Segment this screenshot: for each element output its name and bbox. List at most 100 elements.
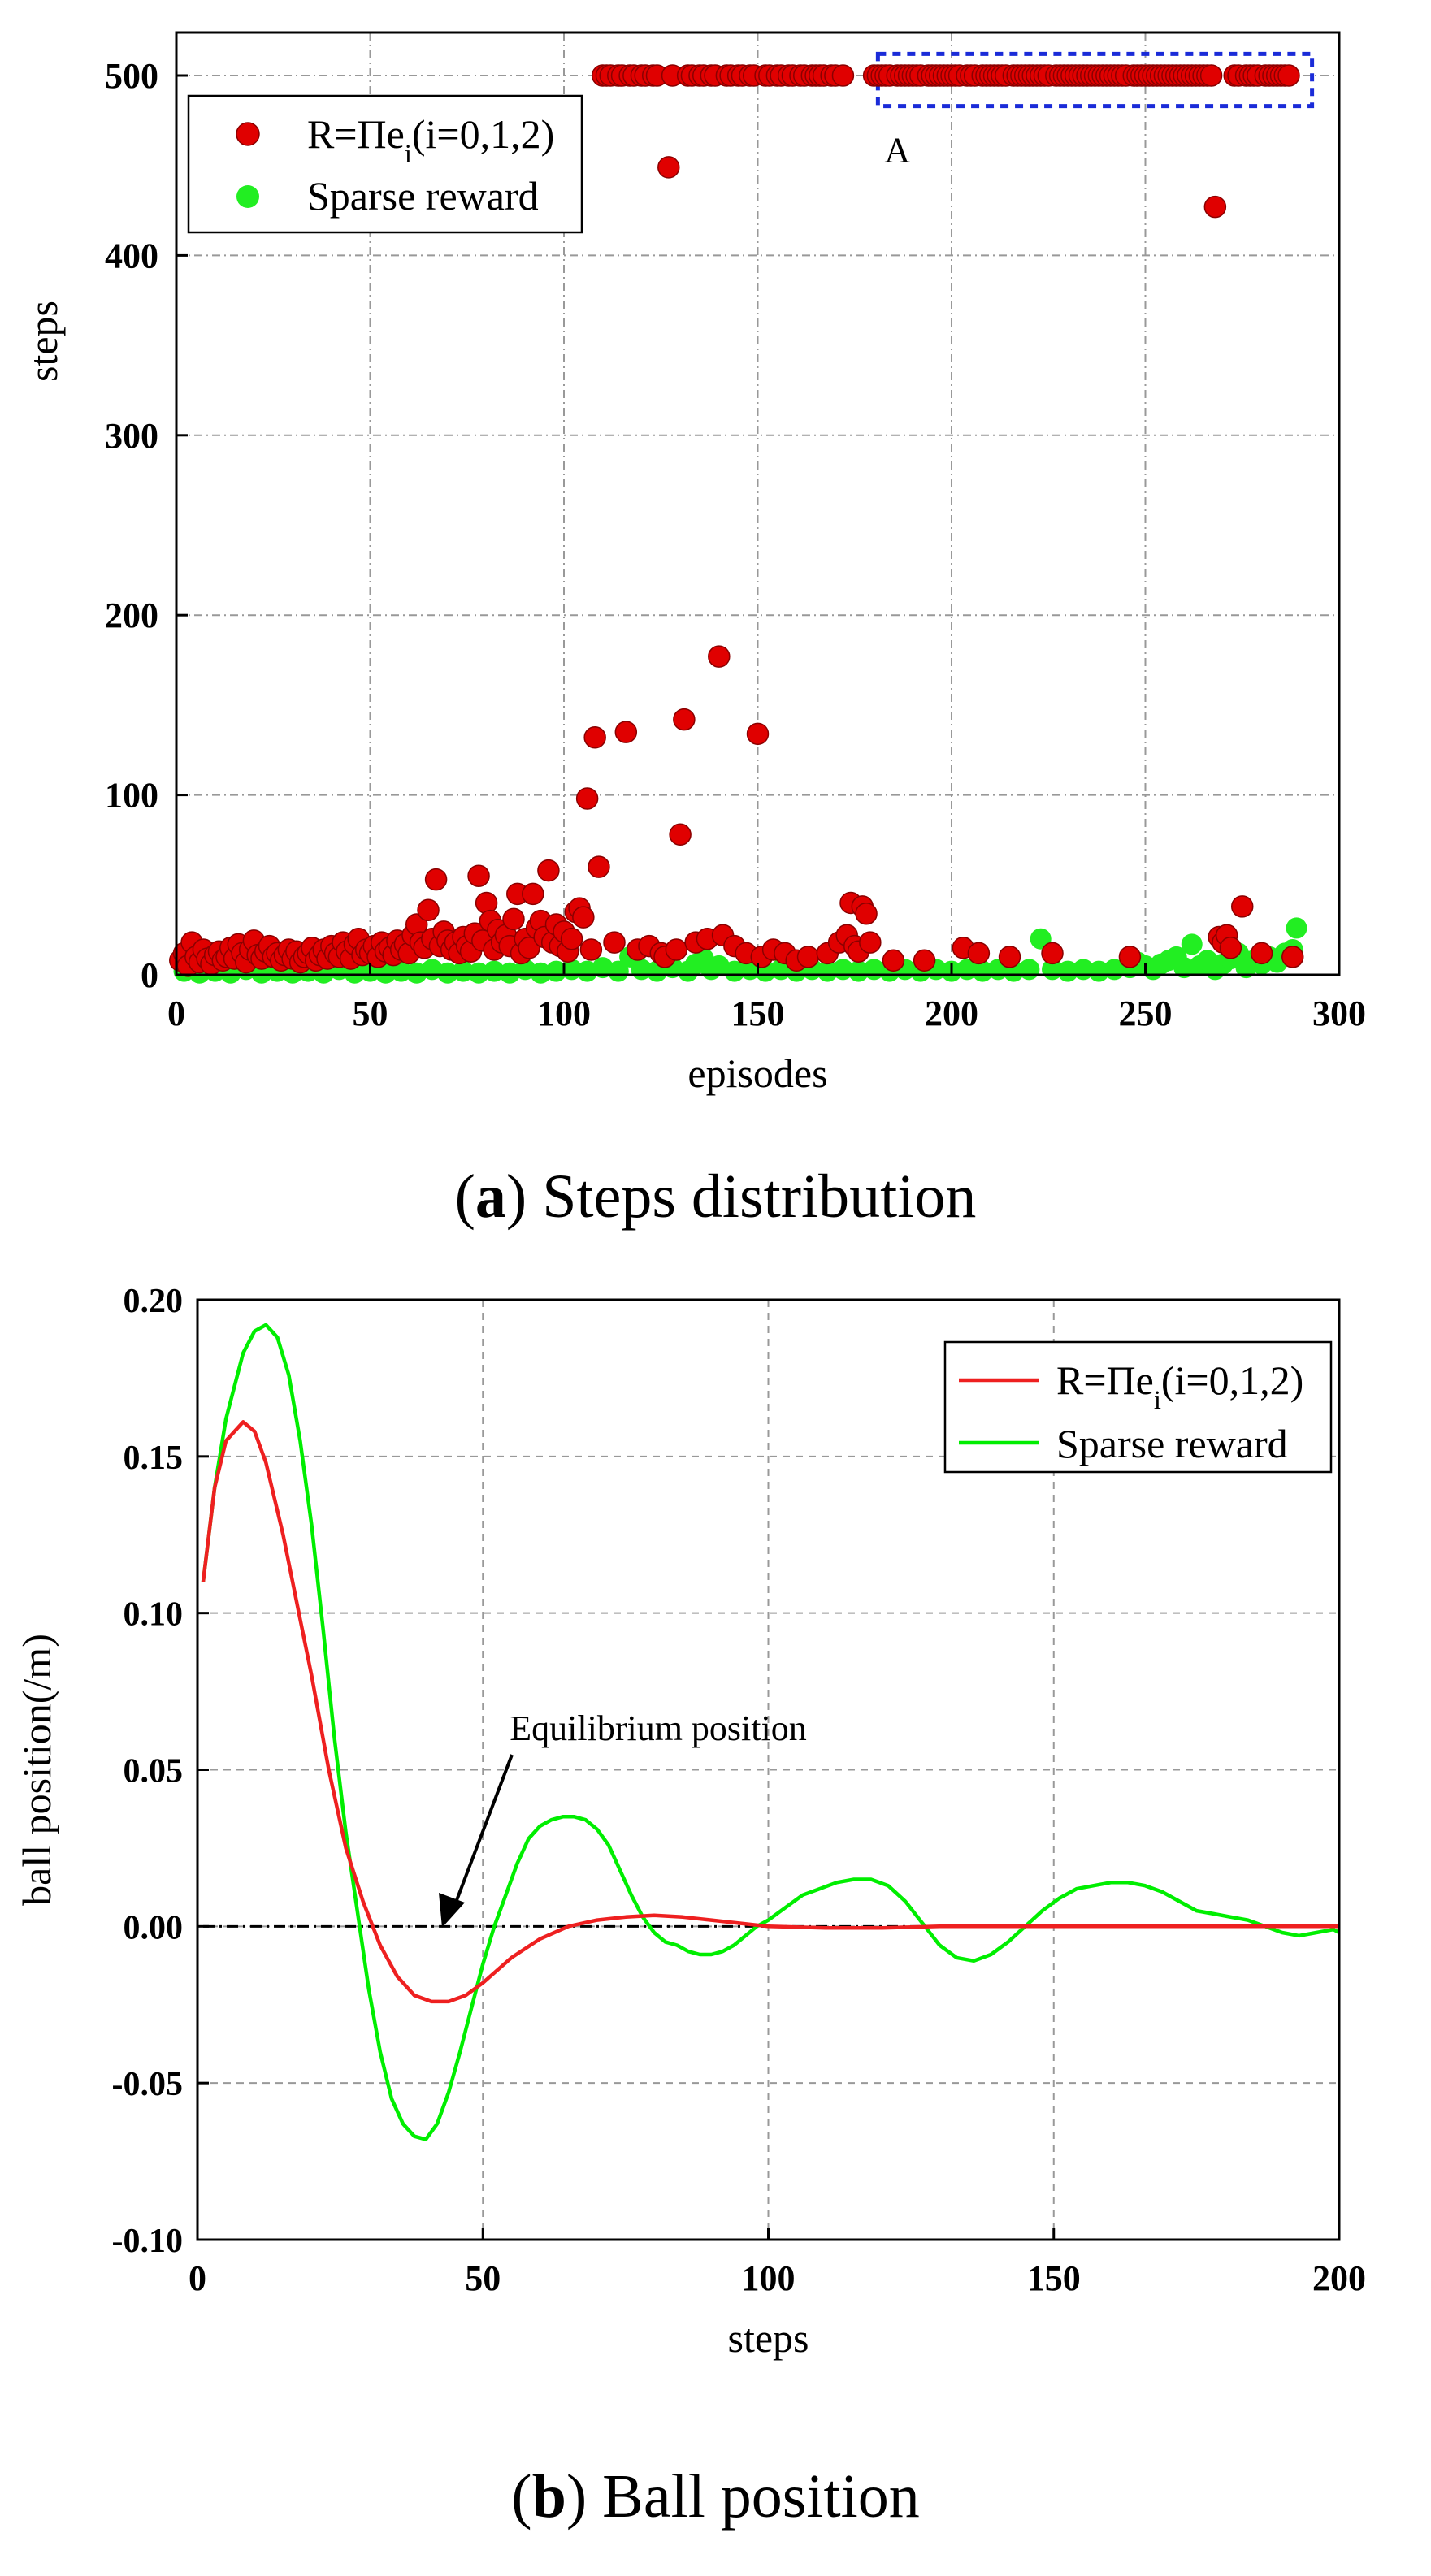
- x-axis-label-b: steps: [728, 2315, 809, 2361]
- y-tick-label-b: 0.00: [124, 1909, 184, 1946]
- legend-label-sparse-reward: Sparse reward: [307, 173, 539, 219]
- point-reward-product: [746, 722, 770, 746]
- y-axis-label-b: ball position(/m): [14, 1634, 59, 1906]
- point-sparse-reward: [468, 962, 490, 984]
- point-reward-product: [603, 931, 626, 954]
- point-reward-product: [673, 708, 696, 731]
- y-tick-label-a: 400: [105, 236, 158, 275]
- point-reward-product: [855, 902, 878, 925]
- caption-a-letter: a: [475, 1162, 506, 1231]
- x-tick-label-a: 150: [731, 994, 785, 1033]
- point-sparse-reward: [1173, 957, 1195, 979]
- point-reward-product: [1277, 64, 1300, 87]
- point-sparse-reward: [848, 960, 869, 982]
- y-tick-label-b: -0.05: [112, 2066, 184, 2103]
- x-tick-label-a: 100: [537, 994, 591, 1033]
- y-tick-label-b: 0.10: [124, 1596, 184, 1634]
- caption-b: (b) Ball position: [511, 2462, 920, 2531]
- y-tick-label-a: 500: [105, 56, 158, 96]
- legend-marker-reward-product: [236, 122, 260, 146]
- point-reward-product: [859, 931, 882, 954]
- annotation-label-b: Equilibrium position: [510, 1708, 806, 1748]
- point-reward-product: [1118, 946, 1142, 968]
- annotation-arrowhead-b: [439, 1893, 465, 1928]
- line-sparse-reward: [201, 1323, 1341, 2141]
- legend-a: [187, 94, 583, 234]
- point-sparse-reward: [1181, 933, 1203, 955]
- point-reward-product: [575, 787, 599, 810]
- point-reward-product: [1041, 942, 1064, 965]
- point-sparse-reward: [375, 962, 397, 984]
- y-tick-label-a: 300: [105, 416, 158, 456]
- point-reward-product: [518, 937, 540, 959]
- x-tick-label-b: 100: [742, 2258, 796, 2298]
- point-reward-product: [1199, 64, 1223, 87]
- point-sparse-reward: [484, 960, 505, 982]
- point-reward-product: [657, 156, 680, 179]
- point-reward-product: [913, 949, 936, 972]
- legend-b: [943, 1340, 1333, 1474]
- caption-a: (a) Steps distribution: [454, 1162, 977, 1231]
- legend-label-reward-product: R=Πei(i=0,1,2): [1056, 1357, 1303, 1415]
- point-sparse-reward: [607, 960, 629, 982]
- point-reward-product: [424, 868, 448, 891]
- y-axis-label-a: steps: [20, 301, 66, 382]
- x-tick-label-b: 200: [1312, 2258, 1366, 2298]
- legend-marker-sparse-reward: [236, 185, 259, 208]
- point-reward-product: [572, 906, 595, 929]
- point-reward-product: [1281, 946, 1304, 968]
- point-reward-product: [560, 927, 583, 950]
- point-reward-product: [708, 645, 731, 668]
- y-tick-label-a: 0: [141, 955, 158, 995]
- y-tick-label-a: 200: [105, 595, 158, 635]
- point-reward-product: [967, 942, 991, 965]
- point-reward-product: [588, 855, 610, 878]
- point-sparse-reward: [1088, 960, 1110, 982]
- point-sparse-reward: [972, 960, 994, 982]
- point-reward-product: [579, 938, 603, 961]
- point-reward-product: [417, 898, 440, 922]
- x-tick-label-a: 200: [925, 994, 978, 1033]
- x-tick-label-b: 50: [465, 2258, 501, 2298]
- y-tick-label-b: 0.20: [124, 1283, 184, 1320]
- y-tick-label-b: 0.15: [124, 1440, 184, 1477]
- point-sparse-reward: [530, 962, 552, 984]
- caption-b-letter: b: [531, 2462, 566, 2531]
- point-reward-product: [1203, 195, 1227, 219]
- caption-a-text: Steps distribution: [542, 1162, 977, 1231]
- point-sparse-reward: [452, 960, 474, 982]
- x-tick-label-a: 0: [167, 994, 185, 1033]
- x-tick-label-a: 50: [353, 994, 388, 1033]
- caption-b-text: Ball position: [602, 2462, 920, 2531]
- point-reward-product: [614, 721, 638, 743]
- point-sparse-reward: [1018, 959, 1040, 981]
- y-tick-label-a: 100: [105, 776, 158, 816]
- point-sparse-reward: [436, 962, 458, 984]
- x-tick-label-b: 0: [189, 2258, 206, 2298]
- point-sparse-reward: [723, 960, 745, 982]
- point-reward-product: [998, 946, 1021, 968]
- x-tick-label-b: 150: [1027, 2258, 1081, 2298]
- point-sparse-reward: [817, 960, 839, 982]
- annotation-label-a: A: [884, 130, 910, 170]
- x-axis-label-a: episodes: [687, 1050, 827, 1096]
- point-reward-product: [522, 882, 544, 906]
- point-reward-product: [1250, 942, 1273, 965]
- point-sparse-reward: [1057, 960, 1079, 982]
- point-reward-product: [467, 864, 490, 887]
- point-reward-product: [831, 64, 855, 87]
- line-reward-product: [201, 1420, 1339, 2004]
- point-reward-product: [882, 949, 905, 972]
- x-tick-label-a: 250: [1119, 994, 1173, 1033]
- point-reward-product: [669, 823, 692, 846]
- point-reward-product: [583, 726, 606, 749]
- legend-label-reward-product: R=Πei(i=0,1,2): [307, 111, 554, 169]
- annotation-box-a: [875, 51, 1315, 109]
- y-tick-label-b: -0.10: [112, 2223, 184, 2260]
- point-reward-product: [537, 859, 560, 882]
- point-sparse-reward: [545, 960, 567, 982]
- point-reward-product: [665, 938, 688, 961]
- point-reward-product: [1231, 895, 1254, 918]
- point-reward-product: [1219, 937, 1242, 959]
